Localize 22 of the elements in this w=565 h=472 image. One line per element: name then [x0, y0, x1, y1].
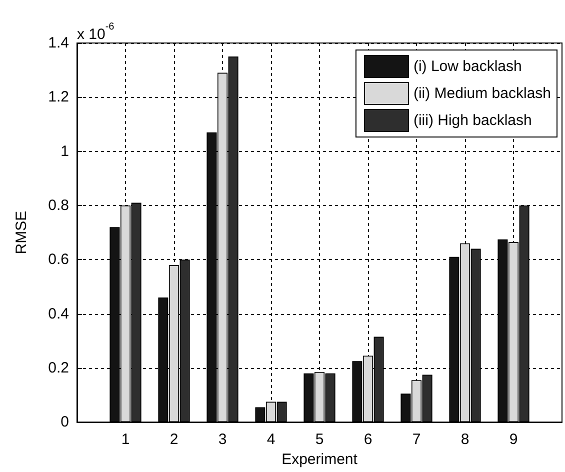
y-tick-label: 0.8	[48, 196, 69, 214]
x-tick-label: 5	[315, 431, 324, 448]
legend-label: (iii) High backlash	[413, 112, 532, 129]
y-tick-label: 0	[60, 414, 69, 431]
x-axis-title: Experiment	[282, 451, 358, 468]
x-tick-label: 8	[460, 431, 470, 448]
x-tick-label: 9	[509, 431, 518, 448]
x-tick-label: 7	[412, 431, 421, 448]
y-tick-label: 0.2	[48, 359, 69, 376]
legend-label: (i) Low backlash	[413, 58, 522, 75]
legend-label: (ii) Medium backlash	[413, 85, 552, 102]
x-tick-label: 6	[364, 431, 372, 448]
y-tick-label: 1.4	[48, 34, 69, 52]
y-tick-label: 0.6	[48, 251, 69, 268]
y-axis-title: RMSE	[13, 210, 30, 254]
y-tick-label: 1.2	[48, 88, 69, 106]
x-tick-label: 1	[121, 431, 130, 448]
y-tick-label: 0.4	[48, 305, 69, 322]
x-tick-label: 4	[266, 431, 276, 448]
x-tick-label: 3	[218, 431, 227, 448]
y-tick-label: 1	[60, 142, 69, 160]
x-tick-label: 2	[170, 431, 178, 448]
